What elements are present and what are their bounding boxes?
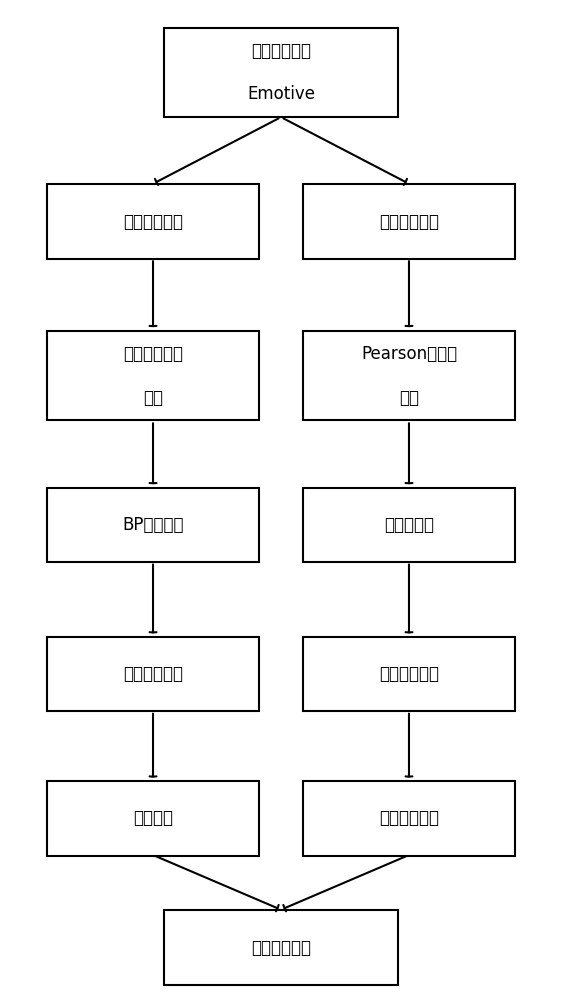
FancyBboxPatch shape [303, 637, 515, 711]
Text: Emotive: Emotive [247, 85, 315, 103]
Text: 最小二乘法: 最小二乘法 [384, 516, 434, 534]
Text: 眼电信号分类: 眼电信号分类 [379, 665, 439, 683]
FancyBboxPatch shape [47, 637, 259, 711]
Text: 控制左右移动: 控制左右移动 [379, 809, 439, 827]
FancyBboxPatch shape [47, 488, 259, 562]
Text: BP神经网络: BP神经网络 [123, 516, 184, 534]
Text: 脑电采集设备: 脑电采集设备 [251, 42, 311, 60]
FancyBboxPatch shape [47, 781, 259, 856]
FancyBboxPatch shape [47, 331, 259, 420]
FancyBboxPatch shape [303, 331, 515, 420]
FancyBboxPatch shape [47, 184, 259, 259]
FancyBboxPatch shape [303, 781, 515, 856]
Text: 舌电信号分类: 舌电信号分类 [123, 665, 183, 683]
FancyBboxPatch shape [303, 184, 515, 259]
Text: 舌电信号特征: 舌电信号特征 [123, 345, 183, 363]
FancyBboxPatch shape [164, 28, 398, 117]
Text: 眼电信号提取: 眼电信号提取 [379, 213, 439, 231]
Text: 自动升降装置: 自动升降装置 [251, 938, 311, 956]
FancyBboxPatch shape [303, 488, 515, 562]
FancyBboxPatch shape [164, 910, 398, 985]
Text: 分析: 分析 [399, 389, 419, 407]
Text: Pearson相关性: Pearson相关性 [361, 345, 457, 363]
Text: 控制升降: 控制升降 [133, 809, 173, 827]
Text: 舌电信号提取: 舌电信号提取 [123, 213, 183, 231]
Text: 提取: 提取 [143, 389, 163, 407]
